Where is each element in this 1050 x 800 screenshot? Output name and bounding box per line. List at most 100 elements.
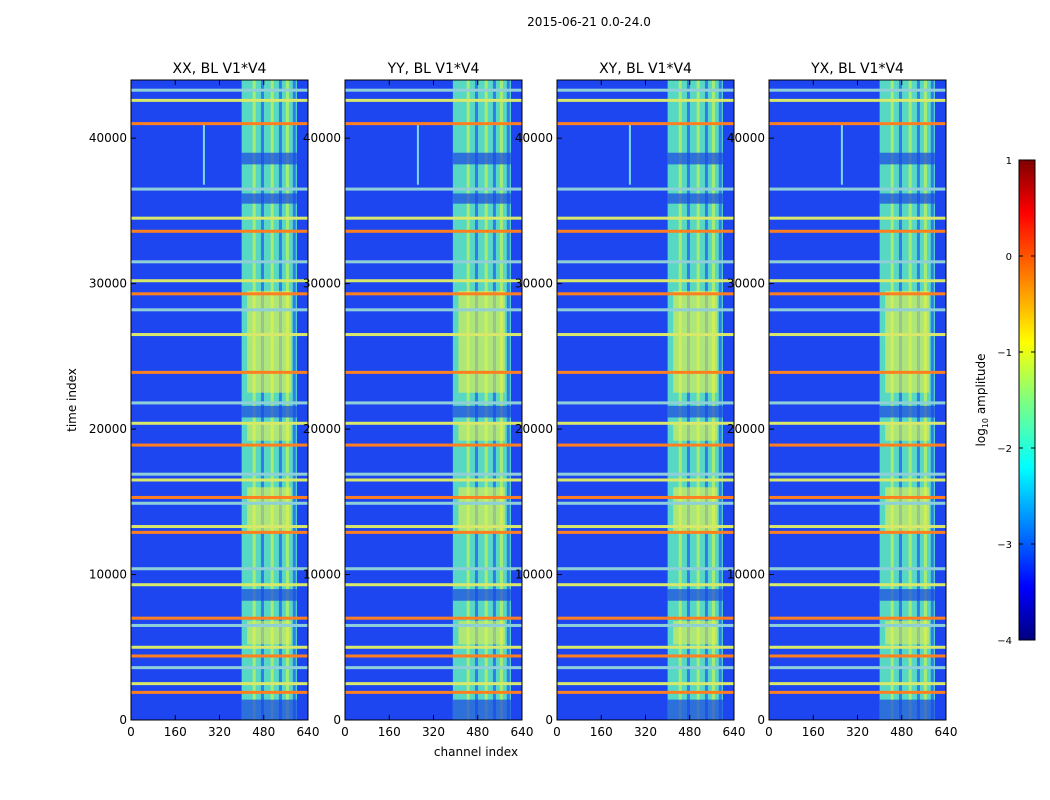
channel-stripe bbox=[916, 80, 920, 720]
flagged-row bbox=[557, 443, 734, 447]
flagged-row bbox=[557, 292, 734, 296]
activity-block bbox=[247, 290, 292, 393]
flagged-row bbox=[769, 216, 946, 220]
channel-stripe bbox=[292, 80, 296, 720]
flagged-row bbox=[345, 654, 522, 658]
flagged-row bbox=[345, 567, 522, 571]
channel-stripe bbox=[711, 80, 715, 720]
channel-stripe bbox=[278, 80, 282, 720]
activity-block bbox=[885, 487, 930, 531]
flagged-row bbox=[557, 623, 734, 627]
channel-stripe bbox=[696, 80, 700, 720]
quiet-gap bbox=[879, 405, 935, 418]
quiet-gap bbox=[452, 589, 511, 601]
flagged-row bbox=[131, 583, 308, 587]
flagged-row bbox=[345, 122, 522, 126]
flagged-row bbox=[557, 421, 734, 425]
flagged-row bbox=[345, 229, 522, 233]
x-tick-label: 640 bbox=[935, 725, 958, 739]
flagged-row bbox=[345, 216, 522, 220]
flagged-row bbox=[131, 421, 308, 425]
flagged-row bbox=[131, 443, 308, 447]
flagged-row bbox=[769, 370, 946, 374]
quiet-gap bbox=[241, 699, 297, 720]
panel-2: YY, BL V1*V4 0 160 320 480 640 0 10000 20000 3000… bbox=[303, 61, 534, 739]
flagged-row bbox=[557, 88, 734, 92]
y-tick-label: 0 bbox=[757, 713, 765, 727]
x-tick-label: 160 bbox=[802, 725, 825, 739]
colorbar-tick-label: −4 bbox=[997, 636, 1012, 647]
x-tick-label: 480 bbox=[466, 725, 489, 739]
colorbar: 10−1−2−3−4 log10 amplitude bbox=[974, 156, 1036, 647]
flagged-row bbox=[345, 645, 522, 649]
flagged-row bbox=[345, 472, 522, 476]
flagged-row bbox=[345, 616, 522, 620]
y-tick-label: 40000 bbox=[727, 131, 765, 145]
y-tick-label: 30000 bbox=[89, 277, 127, 291]
flagged-row bbox=[345, 187, 522, 191]
flagged-row bbox=[557, 187, 734, 191]
x-tick-label: 0 bbox=[127, 725, 135, 739]
quiet-gap bbox=[667, 405, 723, 418]
flagged-row bbox=[769, 88, 946, 92]
flagged-row bbox=[769, 654, 946, 658]
activity-block bbox=[673, 423, 718, 441]
faint-channel-line bbox=[840, 123, 843, 185]
y-tick-label: 10000 bbox=[303, 568, 341, 582]
flagged-row bbox=[131, 229, 308, 233]
colorbar-ticks: 1 0 −1 −2 −3 −4 bbox=[997, 156, 1035, 647]
channel-stripe bbox=[908, 80, 912, 720]
quiet-gap bbox=[667, 152, 723, 165]
quiet-gap bbox=[241, 193, 297, 204]
flagged-row bbox=[769, 443, 946, 447]
quiet-gap bbox=[667, 193, 723, 204]
channel-stripe bbox=[923, 80, 927, 720]
channel-stripe bbox=[678, 80, 682, 720]
channel-stripe bbox=[930, 80, 934, 720]
flagged-row bbox=[769, 478, 946, 482]
y-tick-label: 0 bbox=[333, 713, 341, 727]
quiet-gap bbox=[241, 589, 297, 601]
flagged-row bbox=[769, 666, 946, 670]
y-tick-label: 0 bbox=[119, 713, 127, 727]
flagged-row bbox=[345, 88, 522, 92]
flagged-row bbox=[131, 279, 308, 283]
y-tick-label: 20000 bbox=[515, 422, 553, 436]
flagged-row bbox=[557, 478, 734, 482]
activity-block bbox=[885, 423, 930, 441]
channel-stripe bbox=[704, 80, 708, 720]
channel-stripe bbox=[499, 80, 503, 720]
channel-stripe bbox=[506, 80, 510, 720]
flagged-row bbox=[131, 666, 308, 670]
x-tick-label: 0 bbox=[765, 725, 773, 739]
activity-block bbox=[885, 290, 930, 393]
flagged-row bbox=[131, 370, 308, 374]
y-tick-label: 20000 bbox=[303, 422, 341, 436]
flagged-row bbox=[131, 645, 308, 649]
flagged-row bbox=[769, 421, 946, 425]
flagged-row bbox=[131, 690, 308, 694]
flagged-row bbox=[769, 472, 946, 476]
flagged-row bbox=[557, 229, 734, 233]
flagged-row bbox=[345, 690, 522, 694]
activity-block bbox=[673, 487, 718, 531]
faint-channel-line bbox=[416, 123, 419, 185]
flagged-row bbox=[769, 525, 946, 529]
colorbar-tick-label: 1 bbox=[1006, 156, 1012, 167]
activity-block bbox=[247, 423, 292, 441]
flagged-row bbox=[769, 645, 946, 649]
flagged-row bbox=[131, 530, 308, 534]
quiet-gap bbox=[452, 193, 511, 204]
flagged-row bbox=[557, 370, 734, 374]
activity-block bbox=[458, 487, 505, 531]
quiet-gap bbox=[879, 589, 935, 601]
flagged-row bbox=[131, 525, 308, 529]
quiet-gap bbox=[241, 405, 297, 418]
colorbar-tick-label: −1 bbox=[997, 348, 1012, 359]
colorbar-tick-label: −2 bbox=[997, 444, 1012, 455]
flagged-row bbox=[557, 567, 734, 571]
flagged-row bbox=[345, 98, 522, 102]
quiet-gap bbox=[452, 699, 511, 720]
flagged-row bbox=[557, 654, 734, 658]
